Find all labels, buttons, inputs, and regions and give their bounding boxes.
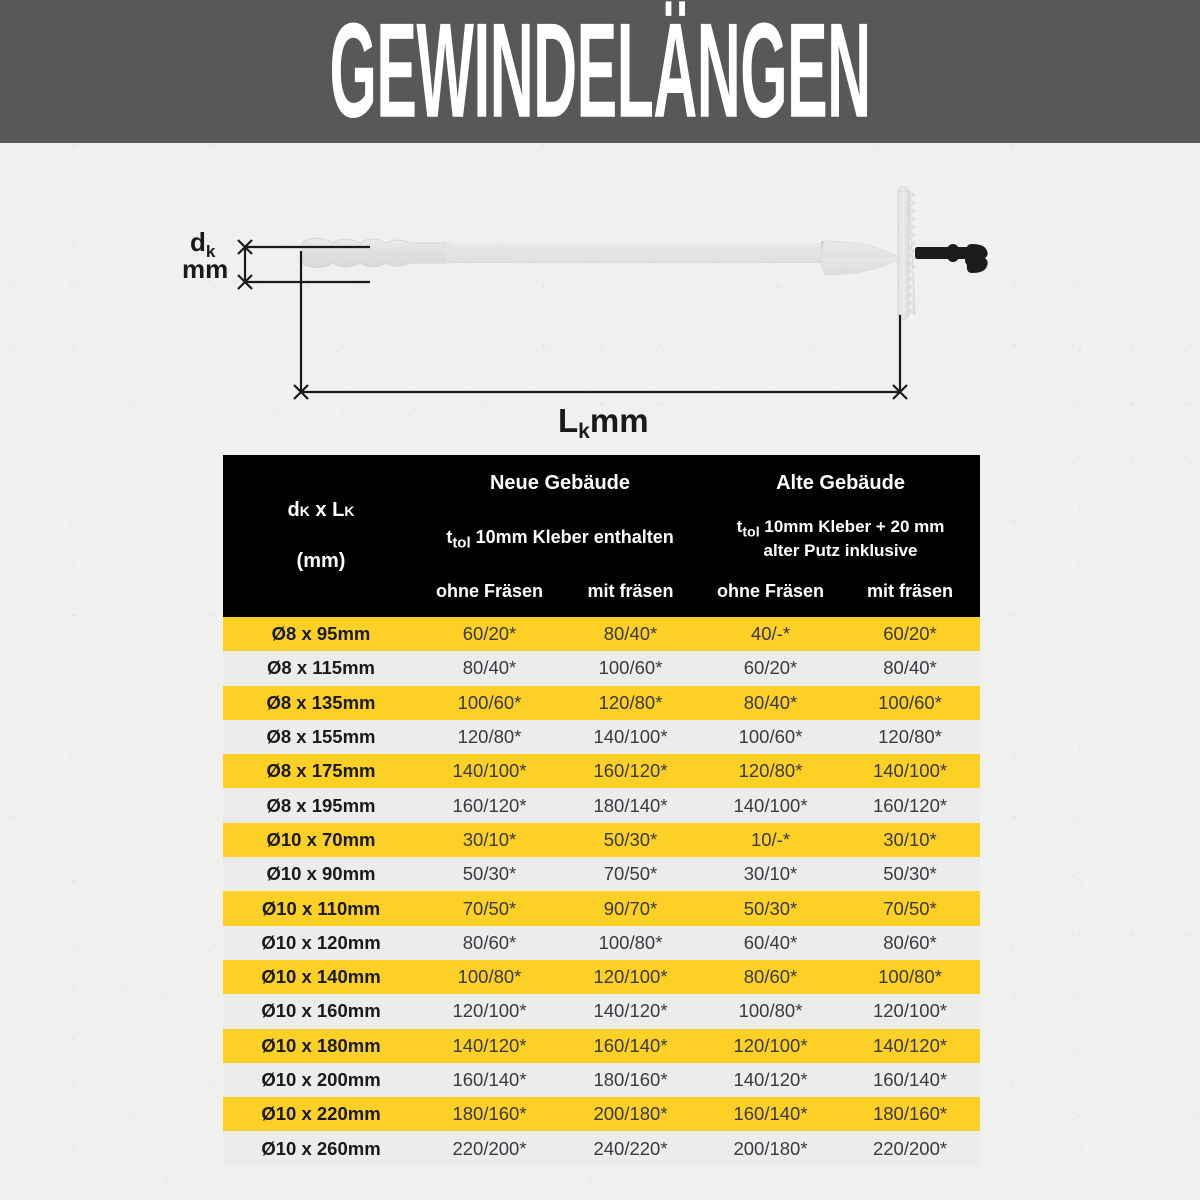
svg-text:mm: mm: [182, 254, 228, 284]
svg-text:Lkmm: Lkmm: [558, 402, 649, 443]
